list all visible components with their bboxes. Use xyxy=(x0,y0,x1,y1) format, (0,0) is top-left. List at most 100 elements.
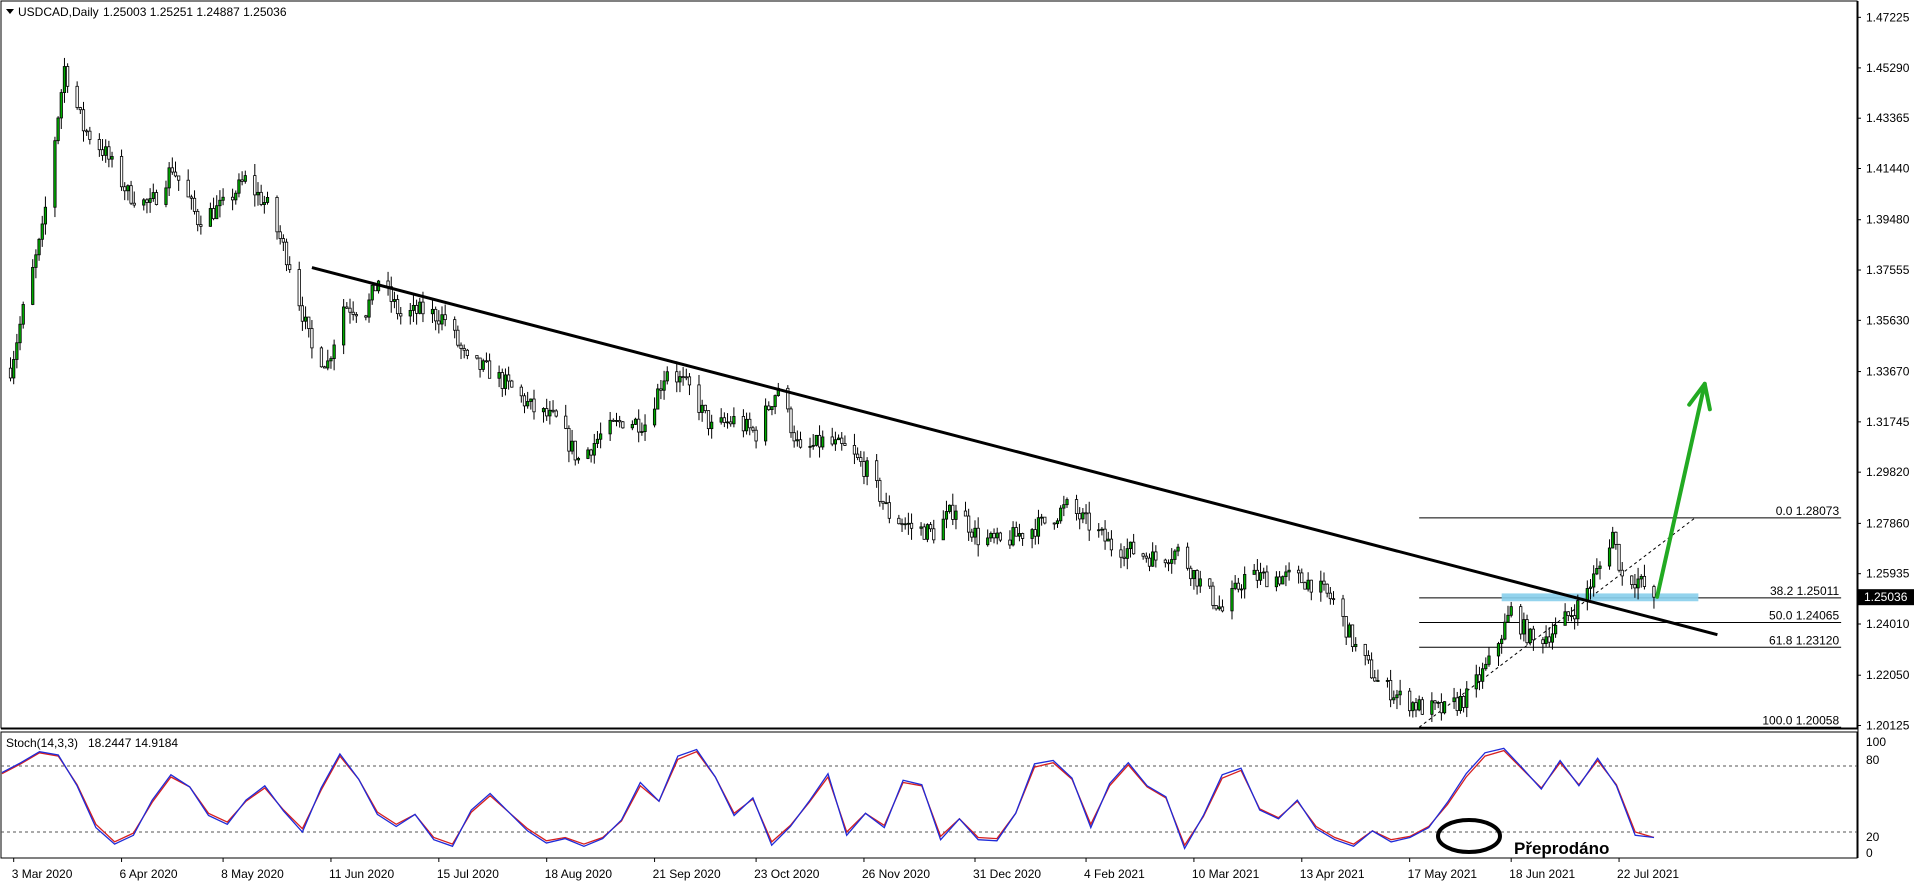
support-zone[interactable] xyxy=(1501,593,1699,602)
time-tick-label: 13 Apr 2021 xyxy=(1300,867,1365,881)
candle-body xyxy=(608,419,612,435)
candle-body xyxy=(1550,633,1555,643)
candle-body xyxy=(1065,499,1069,506)
candle-body xyxy=(189,196,193,199)
candle-body xyxy=(710,421,714,430)
candle-body xyxy=(1484,663,1488,670)
candle-body xyxy=(1109,538,1114,551)
candle-body xyxy=(1569,615,1574,617)
time-tick-label: 26 Nov 2020 xyxy=(862,867,930,881)
candle-body xyxy=(1417,699,1421,711)
candle-body xyxy=(1230,588,1234,612)
candle-body xyxy=(703,404,707,412)
candle-body xyxy=(231,196,235,201)
candle-body xyxy=(564,415,568,429)
candle-body xyxy=(243,175,247,182)
candle-body xyxy=(332,344,336,360)
price-tick-label: 1.22050 xyxy=(1866,668,1910,682)
candle-body xyxy=(85,130,89,133)
candle-body xyxy=(1103,528,1107,542)
trendline[interactable] xyxy=(311,266,1718,637)
candle-body xyxy=(764,405,768,442)
main-pane-frame xyxy=(0,0,1858,729)
stoch-values: 18.2447 14.9184 xyxy=(88,736,178,750)
candle-body xyxy=(928,524,933,530)
candle-body xyxy=(1281,576,1285,585)
candle-body xyxy=(1585,588,1589,602)
candle-body xyxy=(1392,697,1396,701)
fib-diagonal[interactable] xyxy=(1418,517,1696,728)
oversold-label: Přeprodáno xyxy=(1514,839,1609,858)
candle-body xyxy=(170,167,174,173)
candle-body xyxy=(992,532,996,539)
candle-body xyxy=(706,410,711,430)
candle-body xyxy=(348,307,352,313)
candle-body xyxy=(1214,605,1218,610)
candle-body xyxy=(100,149,105,156)
candle-body xyxy=(1477,674,1482,682)
candle-body xyxy=(1328,592,1332,600)
current-price-box xyxy=(1858,589,1914,606)
candle-body xyxy=(989,532,993,539)
candle-body xyxy=(164,187,168,205)
candle-body xyxy=(643,424,647,432)
candle-body xyxy=(1052,522,1056,525)
candle-body xyxy=(1062,504,1066,509)
fibonacci-retracement[interactable]: 0.0 1.28073 38.2 1.25011 50.0 1.24065 61.8 … xyxy=(1418,504,1842,728)
candle-body xyxy=(1195,570,1199,587)
candle-body xyxy=(1236,582,1240,590)
time-axis: 3 Mar 2020 6 Apr 2020 8 May 2020 11 Jun 202… xyxy=(12,858,1679,881)
candle-body xyxy=(329,358,333,362)
candle-body xyxy=(1614,531,1618,545)
candle-body xyxy=(621,421,625,429)
candle-body xyxy=(1017,533,1022,537)
candle-body xyxy=(1243,574,1247,590)
arrow-head[interactable] xyxy=(1687,381,1712,412)
candle-body xyxy=(126,185,130,192)
candle-body xyxy=(1284,571,1288,578)
candle-body xyxy=(1617,543,1621,571)
oversold-circle[interactable] xyxy=(1436,818,1502,854)
candle-body xyxy=(1319,580,1323,593)
candle-body xyxy=(836,437,841,441)
arrow-shaft[interactable] xyxy=(1655,381,1707,599)
candle-body xyxy=(586,449,590,459)
candle-body xyxy=(275,197,279,233)
bullish-arrow[interactable] xyxy=(1655,381,1712,599)
candle-body xyxy=(211,208,216,220)
candle-body xyxy=(342,306,346,346)
time-tick-label: 11 Jun 2020 xyxy=(329,867,394,881)
candle-body xyxy=(1452,697,1456,703)
time-tick-label: 8 May 2020 xyxy=(221,867,284,881)
candle-body xyxy=(729,421,733,425)
candle-body xyxy=(1385,680,1390,682)
candle-body xyxy=(259,191,263,205)
candle-body xyxy=(595,438,600,444)
candle-body xyxy=(364,315,368,318)
candle-body xyxy=(462,348,466,351)
candle-body xyxy=(288,264,292,270)
candle-body xyxy=(1411,702,1415,712)
candle-body xyxy=(1081,512,1085,520)
candle-body xyxy=(1350,624,1355,648)
candle-body xyxy=(1344,616,1348,638)
candle-body xyxy=(481,360,485,370)
collapse-triangle-icon[interactable] xyxy=(6,9,14,14)
candle-body xyxy=(297,269,301,307)
candle-body xyxy=(1566,611,1570,617)
candle-body xyxy=(589,449,593,456)
candle-body xyxy=(1176,546,1180,552)
candle-body xyxy=(389,286,393,302)
candle-body xyxy=(129,185,133,204)
candle-body xyxy=(97,139,101,151)
support-zone-rect[interactable] xyxy=(1501,593,1699,602)
candle-body xyxy=(1398,690,1402,696)
candle-body xyxy=(1128,541,1133,550)
candle-body xyxy=(1008,539,1012,546)
price-tick-label: 1.25935 xyxy=(1866,567,1910,581)
candle-body xyxy=(351,311,355,315)
descending-trendline[interactable] xyxy=(311,266,1718,637)
price-tick-label: 1.27860 xyxy=(1866,516,1910,530)
candle-body xyxy=(142,199,146,206)
candle-body xyxy=(881,500,885,504)
